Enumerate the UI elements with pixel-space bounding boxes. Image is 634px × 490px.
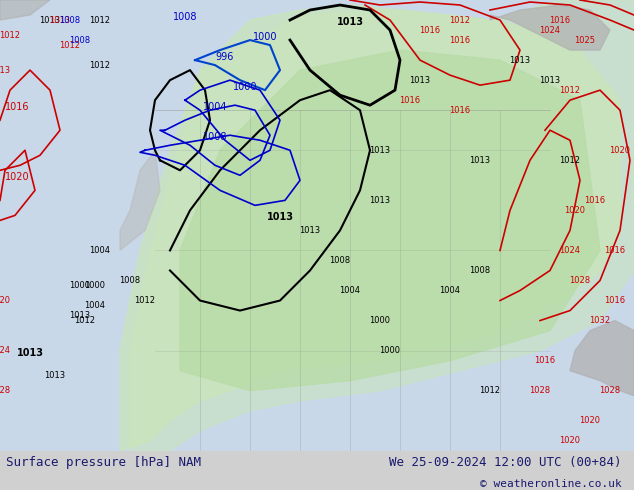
Text: 1000: 1000: [233, 82, 257, 92]
Text: 1020: 1020: [609, 146, 630, 155]
Text: 1000: 1000: [84, 281, 105, 290]
Text: 1004: 1004: [203, 102, 227, 112]
Text: 1004: 1004: [84, 301, 105, 310]
Text: 1000: 1000: [380, 346, 401, 355]
Polygon shape: [180, 50, 600, 391]
Text: 1020: 1020: [0, 296, 11, 305]
Text: 1013: 1013: [44, 371, 65, 380]
Text: 1016: 1016: [550, 16, 571, 24]
Text: 1012: 1012: [559, 156, 581, 165]
Polygon shape: [570, 320, 634, 396]
Text: 1013: 1013: [39, 16, 61, 24]
Text: 1016: 1016: [5, 102, 30, 112]
Text: 1000: 1000: [253, 32, 277, 42]
Text: 1013: 1013: [299, 226, 321, 235]
Text: 1032: 1032: [590, 316, 611, 325]
Text: 1013: 1013: [16, 347, 44, 358]
Text: 1016: 1016: [450, 36, 470, 45]
Text: 1013: 1013: [49, 16, 70, 24]
Text: 1000: 1000: [370, 316, 391, 325]
Polygon shape: [120, 5, 620, 451]
Text: 1012: 1012: [479, 386, 500, 395]
Text: 1016: 1016: [534, 356, 555, 365]
Text: 1020: 1020: [5, 172, 30, 182]
Text: 1016: 1016: [585, 196, 605, 205]
Text: 1013: 1013: [510, 55, 531, 65]
Text: 1012: 1012: [0, 30, 20, 40]
Text: 1028: 1028: [569, 276, 590, 285]
Text: 1008: 1008: [203, 132, 227, 142]
Text: 1013: 1013: [266, 212, 294, 222]
Text: 1008: 1008: [469, 266, 491, 275]
Text: 1012: 1012: [559, 86, 581, 95]
Text: 1024: 1024: [559, 246, 581, 255]
Text: 1020: 1020: [559, 436, 581, 445]
Text: 1013: 1013: [370, 146, 391, 155]
Text: 1013: 1013: [370, 196, 391, 205]
Text: 1028: 1028: [599, 386, 621, 395]
Text: 1012: 1012: [89, 61, 110, 70]
Text: 1012: 1012: [60, 41, 81, 49]
Text: 996: 996: [216, 52, 234, 62]
Text: 1025: 1025: [574, 36, 595, 45]
Polygon shape: [490, 5, 610, 50]
Text: 1008: 1008: [172, 12, 197, 22]
Text: 1024: 1024: [540, 25, 560, 35]
Text: We 25-09-2024 12:00 UTC (00+84): We 25-09-2024 12:00 UTC (00+84): [389, 456, 621, 469]
Text: 1020: 1020: [564, 206, 586, 215]
Text: 1012: 1012: [134, 296, 155, 305]
Text: © weatheronline.co.uk: © weatheronline.co.uk: [479, 479, 621, 489]
Text: 1004: 1004: [439, 286, 460, 295]
Text: 1013: 1013: [70, 311, 91, 320]
Polygon shape: [130, 0, 634, 451]
Text: 1013: 1013: [469, 156, 491, 165]
Text: 1028: 1028: [529, 386, 550, 395]
Text: 1013: 1013: [337, 17, 363, 27]
Text: 1008: 1008: [70, 36, 91, 45]
Text: 1008: 1008: [60, 16, 81, 24]
Text: 1012: 1012: [89, 16, 110, 24]
Text: 1013: 1013: [0, 66, 11, 74]
Text: 1012: 1012: [450, 16, 470, 24]
Text: 1016: 1016: [420, 25, 441, 35]
Text: 1028: 1028: [0, 386, 11, 395]
Text: Surface pressure [hPa] NAM: Surface pressure [hPa] NAM: [6, 456, 202, 469]
Text: 1004: 1004: [89, 246, 110, 255]
Text: 1016: 1016: [604, 246, 626, 255]
Text: 1008: 1008: [330, 256, 351, 265]
Text: 1008: 1008: [119, 276, 141, 285]
Text: 1016: 1016: [399, 96, 420, 105]
Text: 1024: 1024: [0, 346, 11, 355]
Polygon shape: [0, 0, 50, 20]
Text: 1020: 1020: [579, 416, 600, 425]
Text: 1012: 1012: [75, 316, 96, 325]
Text: 1000: 1000: [70, 281, 91, 290]
Text: 1016: 1016: [450, 106, 470, 115]
Polygon shape: [120, 150, 160, 250]
Text: 1013: 1013: [410, 75, 430, 85]
Text: 1004: 1004: [339, 286, 361, 295]
Text: 1013: 1013: [540, 75, 560, 85]
Text: 1016: 1016: [604, 296, 626, 305]
